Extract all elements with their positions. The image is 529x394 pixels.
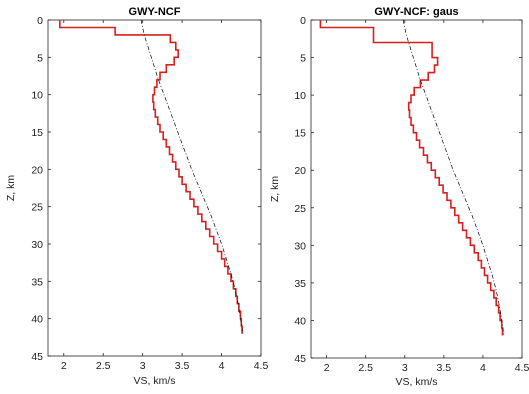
x-tick-label: 3 [140, 360, 146, 372]
y-tick-label: 35 [31, 276, 43, 288]
y-tick-label: 45 [31, 351, 43, 363]
x-tick-label: 2 [61, 360, 67, 372]
y-tick-label: 25 [294, 203, 306, 215]
chart-title: GWY-NCF [129, 6, 181, 18]
x-axis-label: VS, km/s [395, 376, 437, 388]
x-tick-label: 2 [324, 362, 330, 374]
y-tick-label: 40 [294, 315, 306, 327]
x-tick-label: 2.5 [358, 362, 373, 374]
axes-box [310, 19, 523, 359]
chart-panel-left: GWY-NCF 2 2.5 3 3.5 4 4.5 0 5 10 15 20 25 30 35 40 45 VS,… [5, 6, 268, 387]
y-tick-label: 5 [300, 53, 306, 65]
y-tick-label: 15 [294, 128, 306, 140]
y-tick-label: 10 [31, 90, 43, 102]
y-tick-label: 20 [294, 165, 306, 177]
series-line-model [319, 20, 504, 336]
y-tick-label: 5 [37, 52, 43, 64]
y-tick-label: 25 [31, 202, 43, 214]
y-tick-label: 30 [294, 240, 306, 252]
axes-box [47, 19, 262, 357]
y-tick-label: 30 [31, 239, 43, 251]
series-line-reference [140, 19, 244, 334]
y-tick-label: 0 [300, 15, 306, 27]
y-axis-label: Z, km [5, 175, 17, 201]
x-tick-label: 4.5 [515, 362, 529, 374]
x-tick-label: 4 [480, 362, 486, 374]
x-axis-label: VS, km/s [133, 375, 175, 387]
y-axis-label: Z, km [269, 176, 281, 202]
series-line-reference [402, 19, 505, 336]
x-tick-label: 4.5 [254, 360, 269, 372]
y-tick-label: 15 [31, 127, 43, 139]
y-tick-label: 40 [31, 314, 43, 326]
x-tick-label: 3 [402, 362, 408, 374]
y-tick-label: 45 [294, 353, 306, 365]
y-tick-label: 35 [294, 278, 306, 290]
chart-panel-right: GWY-NCF: gaus 2 2.5 3 3.5 4 4.5 0 5 10 15 20 25 30 35 4… [269, 6, 529, 388]
chart-title: GWY-NCF: gaus [374, 6, 458, 18]
series-line-model [58, 20, 243, 334]
x-tick-label: 4 [219, 360, 225, 372]
y-tick-label: 0 [37, 15, 43, 27]
x-tick-label: 3.5 [437, 362, 452, 374]
x-tick-label: 2.5 [96, 360, 111, 372]
x-tick-label: 3.5 [175, 360, 190, 372]
y-tick-label: 20 [31, 164, 43, 176]
y-tick-label: 10 [294, 90, 306, 102]
